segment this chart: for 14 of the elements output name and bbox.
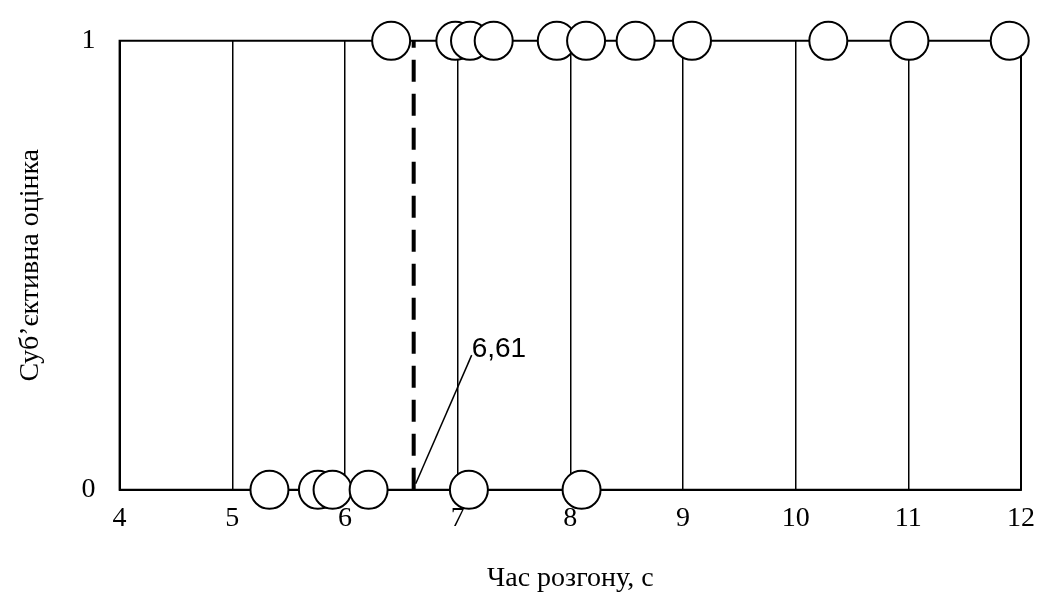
- x-tick-label: 6: [337, 500, 352, 532]
- x-tick-label: 7: [450, 500, 465, 532]
- x-tick-label: 11: [894, 500, 922, 532]
- x-tick-label: 4: [112, 500, 127, 532]
- ref-line-label: 6,61: [471, 331, 527, 363]
- y-tick-label: 1: [81, 23, 96, 55]
- y-tick-label: 0: [81, 472, 96, 504]
- x-tick-label: 12: [1007, 500, 1035, 532]
- x-axis-title: Час розгону, с: [487, 560, 654, 592]
- y-axis-title: Суб’єктивна оцінка: [13, 148, 45, 382]
- x-tick-label: 9: [675, 500, 690, 532]
- x-tick-label: 10: [781, 500, 810, 532]
- x-tick-label: 8: [563, 500, 578, 532]
- x-tick-label: 5: [225, 500, 240, 532]
